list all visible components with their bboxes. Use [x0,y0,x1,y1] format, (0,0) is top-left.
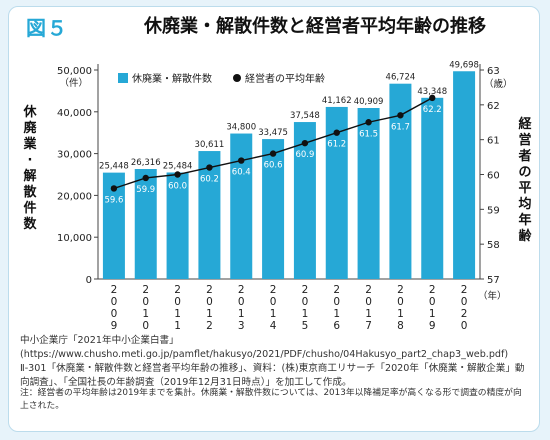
line-data-label: 61.5 [359,129,378,139]
bar [421,97,444,279]
line-point [142,174,149,182]
line-data-label: 61.2 [327,140,346,150]
left-axis-tick-label: 20,000 [57,191,92,202]
bar-data-label: 25,484 [163,161,193,171]
legend-line-marker [233,74,241,82]
right-axis-unit: （歳） [484,78,513,90]
source-text: 中小企業庁「2021年中小企業白書」(https://www.chusho.me… [20,335,525,388]
bar [134,168,157,279]
bar-data-label: 25,448 [99,162,129,172]
line-data-label: 60.6 [264,161,283,171]
figure-header: 図５ 休廃業・解散件数と経営者平均年齢の推移 [16,10,536,40]
bar-data-label: 34,800 [226,123,256,133]
left-axis-tick-label: 50,000 [57,66,92,77]
note-text: 注：経営者の平均年齢は2019年までを集計。休廃業・解散件数については、2013… [20,388,522,411]
line-point [333,129,340,136]
chart-title: 休廃業・解散件数と経営者平均年齢の推移 [144,16,486,37]
bar-data-label: 33,475 [258,128,288,138]
line-point [110,185,118,192]
right-axis-tick-label: 58 [487,240,500,251]
line-point [365,119,372,126]
line-data-label: 59.6 [104,195,123,205]
legend-bar-swatch [118,73,128,83]
line-point [397,112,404,119]
bar-data-label: 26,316 [131,158,161,168]
line-point [269,150,277,157]
line-point [429,94,436,102]
line-point [301,139,309,147]
bar-data-label: 41,162 [322,96,352,106]
line-point [238,157,245,164]
line-data-label: 59.9 [136,185,155,195]
bar-data-label: 40,909 [354,97,384,107]
left-axis-tick-label: 40,000 [57,108,92,119]
bar [389,83,412,279]
bar [166,172,189,279]
bar [198,151,221,279]
left-axis-tick-label: 30,000 [57,150,92,161]
bar-data-label: 30,611 [195,140,225,150]
bar-data-label: 49,698 [449,60,479,70]
right-axis-tick-label: 60 [487,171,500,182]
line-point [174,171,181,178]
line-data-label: 60.2 [200,175,219,185]
bar [325,106,348,279]
bar [230,133,253,279]
figure-label: 図５ [26,16,68,40]
legend-line-label: 経営者の平均年齢 [245,72,325,85]
left-axis-tick-label: 0 [86,275,92,286]
bar [262,139,285,279]
right-axis-title: 経営者の平均年齢 [517,116,532,244]
right-axis-tick-label: 61 [487,136,500,147]
bar-data-label: 43,348 [417,87,447,97]
right-axis-tick-label: 57 [487,275,500,286]
right-axis-tick-label: 63 [487,66,500,77]
left-axis-title: 休廃業·解散件数 [22,104,37,232]
right-axis-tick-label: 62 [487,101,500,112]
right-axis-tick-label: 59 [487,205,500,216]
bar [102,172,125,279]
line-point [206,164,213,171]
line-data-label: 61.7 [391,122,410,132]
line-data-label: 60.0 [168,182,187,192]
bar [357,108,380,279]
bar [293,122,316,279]
bar [453,71,476,279]
line-data-label: 60.4 [232,168,251,178]
legend-bar-label: 休廃業・解散件数 [132,72,212,85]
left-axis-tick-label: 10,000 [57,233,92,244]
line-data-label: 62.2 [423,105,442,115]
bar-data-label: 46,724 [386,73,416,83]
line-data-label: 60.9 [295,150,314,160]
bar-data-label: 37,548 [290,111,320,121]
left-axis-unit: （件） [59,77,88,89]
x-axis-unit: （年） [478,290,507,302]
